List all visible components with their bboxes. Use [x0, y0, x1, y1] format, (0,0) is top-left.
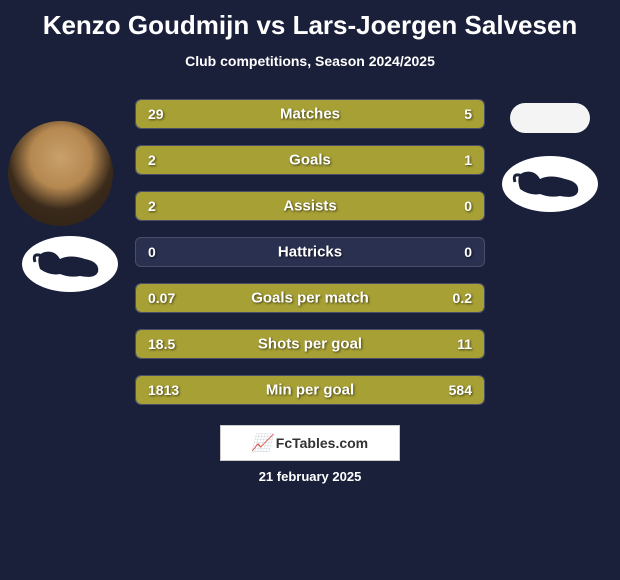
stat-label: Shots per goal — [258, 336, 362, 353]
club-logo-right — [500, 154, 600, 214]
stat-row: 2 1 Goals — [135, 145, 485, 175]
stat-value-left: 0.07 — [148, 290, 175, 306]
stat-label: Assists — [283, 198, 336, 215]
ram-icon — [20, 234, 120, 294]
stat-row: 2 0 Assists — [135, 191, 485, 221]
stat-bars: 29 5 Matches 2 1 Goals 2 0 Assists 0 0 Hattricks 0.0… — [135, 99, 485, 405]
stat-value-left: 2 — [148, 152, 156, 168]
stat-value-left: 0 — [148, 244, 156, 260]
stat-label: Min per goal — [266, 382, 354, 399]
footer-brand-label: FcTables.com — [276, 435, 368, 451]
stat-row: 0.07 0.2 Goals per match — [135, 283, 485, 313]
stat-value-right: 1 — [464, 152, 472, 168]
bar-fill-left — [136, 100, 407, 128]
ram-icon — [500, 154, 600, 214]
stat-value-left: 29 — [148, 106, 164, 122]
stat-value-right: 0 — [464, 244, 472, 260]
subtitle: Club competitions, Season 2024/2025 — [0, 53, 620, 69]
stat-label: Goals — [289, 152, 331, 169]
stat-label: Matches — [280, 106, 340, 123]
stat-value-right: 5 — [464, 106, 472, 122]
stat-value-right: 0 — [464, 198, 472, 214]
stats-area: 29 5 Matches 2 1 Goals 2 0 Assists 0 0 Hattricks 0.0… — [0, 99, 620, 405]
stat-value-left: 2 — [148, 198, 156, 214]
chart-icon: 📈 — [252, 433, 272, 453]
stat-row: 0 0 Hattricks — [135, 237, 485, 267]
stat-row: 29 5 Matches — [135, 99, 485, 129]
footer-brand[interactable]: 📈 FcTables.com — [220, 425, 400, 461]
stat-value-right: 11 — [457, 336, 472, 352]
player-avatar-left — [8, 121, 113, 226]
footer-date: 21 february 2025 — [0, 469, 620, 484]
stat-value-right: 584 — [449, 382, 472, 398]
stat-label: Goals per match — [251, 290, 369, 307]
stat-value-left: 1813 — [148, 382, 179, 398]
stat-label: Hattricks — [278, 244, 342, 261]
stat-value-right: 0.2 — [453, 290, 472, 306]
club-logo-left — [20, 234, 120, 294]
bar-fill-right — [407, 100, 484, 128]
player-avatar-right — [510, 103, 590, 133]
stat-row: 1813 584 Min per goal — [135, 375, 485, 405]
bar-fill-right — [345, 146, 484, 174]
stat-value-left: 18.5 — [148, 336, 175, 352]
page-title: Kenzo Goudmijn vs Lars-Joergen Salvesen — [0, 10, 620, 41]
stat-row: 18.5 11 Shots per goal — [135, 329, 485, 359]
